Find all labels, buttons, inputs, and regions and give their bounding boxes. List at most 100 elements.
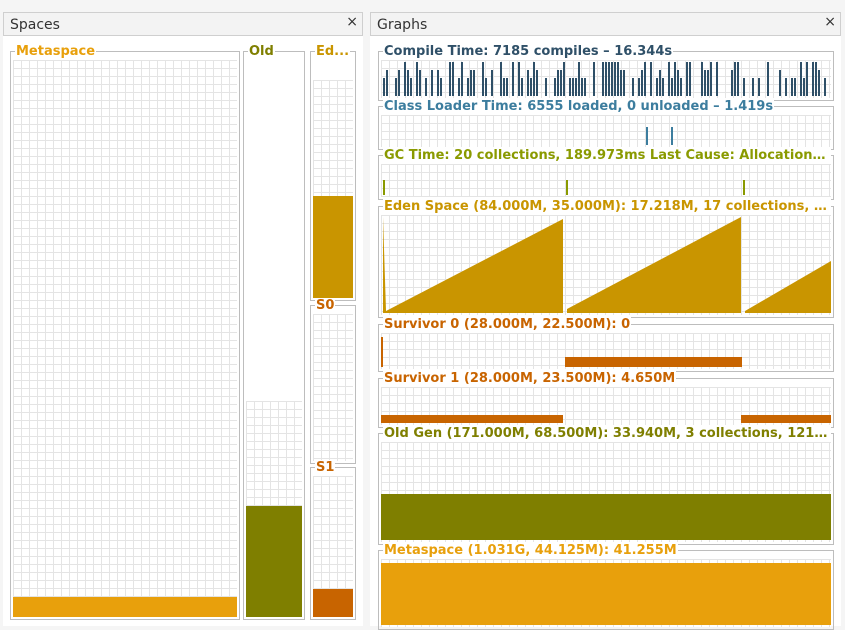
compile-spike: [416, 62, 418, 96]
compile-spike: [512, 62, 514, 96]
compile-spike: [743, 78, 745, 96]
compile-spike: [779, 70, 781, 96]
metaspace-graph: Metaspace (1.031G, 44.125M): 41.255M: [378, 543, 834, 630]
compile-spike: [506, 78, 508, 96]
compile-spike: [395, 78, 397, 96]
graphs-panel-header: Graphs ×: [370, 12, 841, 36]
compile-spike: [491, 70, 493, 96]
compile-spike: [803, 78, 805, 96]
compile-spike: [689, 62, 691, 96]
compile-spike: [668, 62, 670, 96]
compile-spike: [707, 70, 709, 96]
compile-spike: [608, 62, 610, 96]
compile-spike: [686, 62, 688, 96]
compile-spike: [398, 70, 400, 96]
compile-spike: [470, 70, 472, 96]
compile-spike: [644, 62, 646, 96]
survivor0-area: [565, 357, 742, 367]
compile-spike: [527, 70, 529, 96]
compile-spike: [575, 78, 577, 96]
compile-spike: [407, 70, 409, 96]
compile-spike: [623, 70, 625, 96]
metaspace-used-fill: [13, 597, 237, 617]
compile-spike: [737, 62, 739, 96]
survivor1-plot: [381, 387, 831, 425]
compile-spike: [518, 62, 520, 96]
compile-spike: [503, 78, 505, 96]
graphs-panel: Graphs × Compile Time: 7185 compiles – 1…: [370, 12, 841, 630]
compile-spike: [545, 78, 547, 96]
survivor0-plot: [381, 333, 831, 369]
metaspace-space-label: Metaspace: [15, 44, 97, 60]
compile-spike: [554, 78, 556, 96]
compile-spike: [530, 78, 532, 96]
survivor1-graph-label: Survivor 1 (28.000M, 23.500M): 4.650M: [383, 371, 677, 387]
survivor0-graph-label: Survivor 0 (28.000M, 22.500M): 0: [383, 317, 632, 333]
old-gen-area: [381, 494, 831, 540]
compile-spike: [716, 62, 718, 96]
compile-spike: [704, 70, 706, 96]
class-loader-graph: Class Loader Time: 6555 loaded, 0 unload…: [378, 99, 834, 150]
s1-space: S1: [310, 460, 356, 620]
gc-spike: [566, 180, 568, 195]
compile-spike: [617, 62, 619, 96]
compile-spike: [638, 78, 640, 96]
compile-spike: [425, 78, 427, 96]
compile-spike: [467, 78, 469, 96]
old-used-fill: [246, 506, 302, 617]
compile-spike: [572, 78, 574, 96]
compile-spike: [812, 62, 814, 96]
compile-spike: [752, 78, 754, 96]
eden-used-fill: [313, 196, 353, 298]
eden-space: Ed...: [310, 44, 356, 301]
compile-spike: [533, 62, 535, 96]
class-loader-plot: [381, 115, 831, 147]
gc-time-graph: GC Time: 20 collections, 189.973ms Last …: [378, 148, 834, 200]
compile-spike: [680, 78, 682, 96]
compile-spike: [605, 62, 607, 96]
graphs-panel-title: Graphs: [377, 17, 428, 33]
class-loader-spike: [646, 127, 648, 145]
compile-spike: [563, 62, 565, 96]
old-space-label: Old: [248, 44, 275, 60]
metaspace-graph-label: Metaspace (1.031G, 44.125M): 41.255M: [383, 543, 678, 559]
compile-spike: [767, 62, 769, 96]
compile-spike: [485, 78, 487, 96]
survivor1-area: [741, 415, 831, 423]
spaces-panel-header: Spaces ×: [3, 12, 363, 36]
compile-spike: [671, 78, 673, 96]
metaspace-area: [381, 563, 831, 625]
close-icon[interactable]: ×: [346, 14, 358, 30]
compile-spike: [806, 62, 808, 96]
compile-spike: [569, 78, 571, 96]
s0-space: S0: [310, 298, 356, 464]
compile-spike: [449, 62, 451, 96]
compile-spike: [482, 62, 484, 96]
compile-spike: [560, 70, 562, 96]
class-loader-graph-label: Class Loader Time: 6555 loaded, 0 unload…: [383, 99, 775, 115]
compile-spike: [758, 78, 760, 96]
compile-spike: [581, 78, 583, 96]
gc-time-plot: [381, 164, 831, 197]
survivor1-area: [381, 415, 563, 423]
compile-spike: [701, 62, 703, 96]
s1-space-label: S1: [315, 460, 336, 476]
compile-spike: [500, 62, 502, 96]
eden-space-plot: [381, 215, 831, 315]
survivor0-area: [381, 337, 383, 367]
compile-spike: [614, 62, 616, 96]
compile-spike: [791, 78, 793, 96]
survivor0-graph: Survivor 0 (28.000M, 22.500M): 0: [378, 317, 834, 372]
compile-spike: [785, 78, 787, 96]
compile-spike: [593, 62, 595, 96]
compile-spike: [677, 70, 679, 96]
close-icon[interactable]: ×: [824, 14, 836, 30]
compile-spike: [383, 78, 385, 96]
compile-spike: [536, 70, 538, 96]
compile-spike: [650, 62, 652, 96]
compile-spike: [800, 62, 802, 96]
compile-spike: [824, 78, 826, 96]
compile-spike: [815, 62, 817, 96]
compile-spike: [611, 62, 613, 96]
metaspace-space: Metaspace: [10, 44, 240, 620]
